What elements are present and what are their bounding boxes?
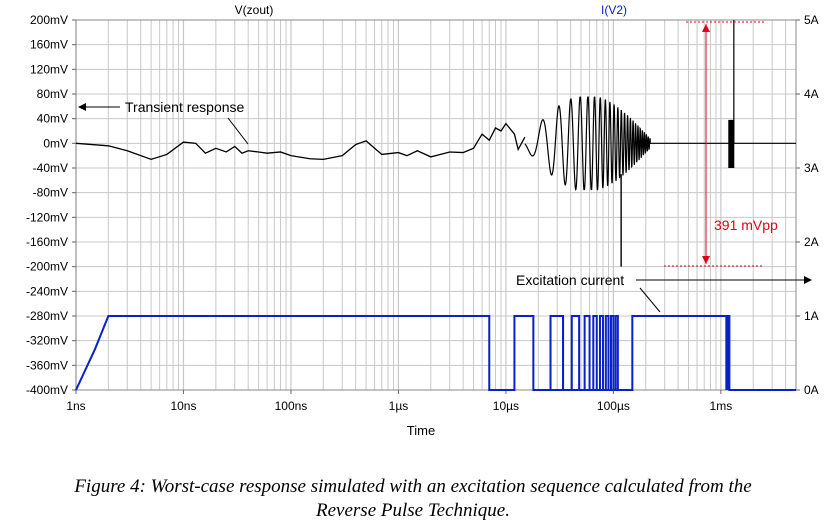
left-tick-label: -320mV [26, 334, 68, 348]
x-axis-title: Time [407, 423, 435, 438]
annotation-excitation-current: Excitation current [516, 272, 624, 288]
left-tick-label: 0mV [43, 136, 68, 150]
left-tick-label: -40mV [33, 161, 68, 175]
annotation-arrowhead-right [804, 276, 812, 284]
annotation-vpp-arrow-up [702, 24, 710, 32]
left-tick-label: -160mV [26, 235, 68, 249]
left-tick-label: 40mV [37, 112, 68, 126]
left-tick-label: 120mV [30, 62, 68, 76]
i-v2-pulse [592, 315, 598, 391]
right-axis: 5A 4A 3A 2A 1A 0A [796, 13, 819, 397]
x-tick-label: 10ns [170, 399, 196, 413]
i-v2-pulse [583, 315, 591, 391]
left-tick-label: -360mV [26, 358, 68, 372]
series-v-zout-oscillation [524, 96, 730, 192]
left-tick-label: 160mV [30, 38, 68, 52]
v-zout-ringing-burst [728, 119, 735, 168]
x-tick-label: 1µs [389, 399, 409, 413]
chart: 200mV 160mV 120mV 80mV 40mV 0mV -40mV -80mV -120… [26, 3, 819, 438]
grid [75, 19, 797, 391]
left-axis: 200mV 160mV 120mV 80mV 40mV 0mV -40mV -80mV -120… [26, 13, 76, 397]
x-tick-label: 1ns [66, 399, 85, 413]
i-v2-burst [725, 316, 730, 390]
right-tick-label: 1A [804, 309, 819, 323]
x-tick-label: 1ms [710, 399, 733, 413]
left-tick-label: -200mV [26, 260, 68, 274]
left-tick-label: -400mV [26, 383, 68, 397]
annotation-vpp-arrow-down [702, 256, 710, 264]
annotations: Transient response Excitation current 391 … [78, 21, 812, 313]
annotation-transient-response: Transient response [125, 99, 245, 115]
right-tick-label: 3A [804, 161, 819, 175]
left-tick-label: 80mV [37, 87, 68, 101]
x-tick-label: 10µs [493, 399, 519, 413]
annotation-pointer-transient [227, 117, 249, 145]
annotation-pointer-excitation [639, 287, 661, 313]
right-axis-title: I(V2) [601, 3, 627, 17]
series-v-zout- [75, 122, 526, 161]
x-tick-label: 100ns [275, 399, 308, 413]
i-v2-pulse [570, 315, 581, 391]
right-tick-label: 4A [804, 87, 819, 101]
left-tick-label: -280mV [26, 309, 68, 323]
left-axis-title: V(zout) [235, 3, 274, 17]
series-i-v2- [75, 315, 796, 391]
caption-line-1: Figure 4: Worst-case response simulated … [74, 476, 752, 497]
caption-line-2: Reverse Pulse Technique. [316, 500, 510, 521]
left-tick-label: -120mV [26, 210, 68, 224]
annotation-391-mvpp: 391 mVpp [714, 217, 778, 233]
i-v2-pulse [604, 315, 610, 391]
i-v2-pulse [549, 315, 565, 391]
series-layer [75, 20, 796, 391]
i-v2-pulse [614, 315, 619, 391]
right-tick-label: 2A [804, 235, 819, 249]
right-tick-label: 5A [804, 13, 819, 27]
left-tick-label: -240mV [26, 284, 68, 298]
annotation-arrowhead-left [78, 103, 86, 111]
x-axis: 1ns 10ns 100ns 1µs 10µs 100µs 1ms [66, 390, 732, 413]
left-tick-label: -80mV [33, 186, 68, 200]
left-tick-label: 200mV [30, 13, 68, 27]
x-tick-label: 100µs [597, 399, 630, 413]
i-v2-pulse [610, 315, 615, 391]
right-tick-label: 0A [804, 383, 819, 397]
i-v2-pulse [598, 315, 604, 391]
plot-frame [75, 19, 797, 391]
